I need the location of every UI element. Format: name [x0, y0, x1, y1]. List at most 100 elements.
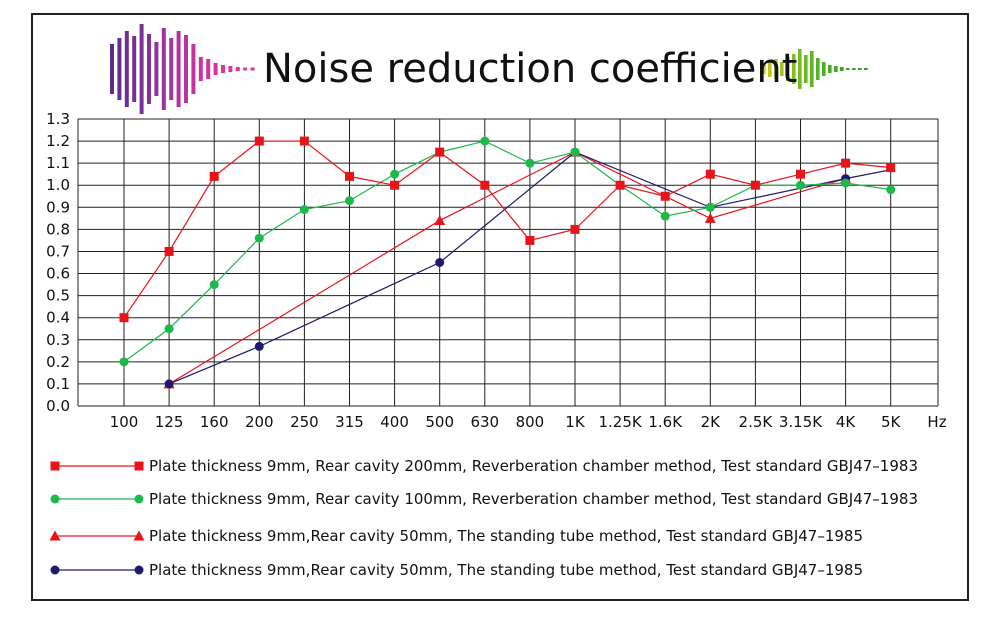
wave-bar: [780, 62, 784, 76]
data-point: [390, 169, 400, 179]
wave-bar: [816, 58, 820, 80]
data-point: [299, 136, 309, 146]
data-point: [164, 246, 174, 256]
x-tick-label: 250: [290, 413, 319, 431]
x-tick-label: 1K: [565, 413, 586, 431]
data-point: [164, 324, 174, 334]
y-tick-label: 1.1: [46, 154, 70, 172]
wave-bar: [176, 31, 181, 107]
data-point: [660, 211, 670, 221]
data-point: [886, 185, 896, 195]
legend-label: Plate thickness 9mm,Rear cavity 50mm, Th…: [149, 527, 863, 545]
data-point: [660, 191, 670, 201]
data-point: [796, 180, 805, 190]
x-tick-label: 100: [110, 413, 139, 431]
wave-bar: [792, 54, 796, 84]
y-tick-label: 0.5: [46, 287, 70, 305]
wave-bar: [139, 24, 144, 114]
data-point: [435, 258, 445, 267]
x-tick-label: 200: [245, 413, 274, 431]
x-tick-label: 125: [155, 413, 184, 431]
data-point: [750, 180, 760, 190]
wave-bar: [852, 68, 856, 70]
data-point: [254, 233, 264, 243]
x-tick-label: 400: [380, 413, 409, 431]
wave-bar: [117, 38, 122, 100]
wave-bar: [786, 57, 790, 81]
x-tick-label: 500: [425, 413, 454, 431]
chart-frame: [31, 13, 969, 601]
x-tick-label: 1.25K: [598, 413, 642, 431]
series-1: [119, 136, 896, 367]
data-point: [299, 205, 309, 215]
chart-title: Noise reduction coefficient: [263, 46, 797, 92]
data-point: [49, 530, 61, 541]
x-tick-label: 315: [335, 413, 364, 431]
legend-item: Plate thickness 9mm,Rear cavity 50mm, Th…: [49, 527, 863, 545]
y-tick-label: 0.2: [46, 353, 70, 371]
wave-bar: [798, 49, 802, 89]
y-tick-label: 1.2: [46, 132, 70, 150]
wave-bar: [132, 36, 137, 102]
data-point: [570, 147, 580, 157]
x-tick-label: 5K: [881, 413, 902, 431]
x-tick-label: 800: [516, 413, 545, 431]
series-line: [123, 140, 891, 319]
data-point: [134, 494, 144, 504]
data-point: [480, 136, 490, 146]
data-point: [119, 313, 129, 323]
data-point: [525, 235, 535, 245]
x-axis-label: Hz: [927, 413, 946, 431]
data-point: [345, 196, 354, 206]
data-point: [480, 180, 490, 190]
wave-bar: [228, 66, 233, 72]
wave-bar: [213, 63, 218, 75]
wave-bar: [191, 44, 196, 94]
wave-bar: [221, 65, 225, 73]
series-0: [119, 136, 896, 323]
wave-bar: [110, 44, 114, 94]
legend-item: Plate thickness 9mm, Rear cavity 100mm, …: [50, 490, 918, 508]
legend-label: Plate thickness 9mm,Rear cavity 50mm, Th…: [149, 561, 863, 579]
data-point: [209, 280, 219, 290]
data-point: [886, 163, 896, 173]
data-point: [796, 169, 805, 179]
y-tick-label: 1.0: [46, 176, 70, 194]
x-tick-label: 4K: [836, 413, 857, 431]
chart-legend: Plate thickness 9mm, Rear cavity 200mm, …: [49, 457, 918, 579]
legend-item: Plate thickness 9mm,Rear cavity 50mm, Th…: [50, 561, 863, 579]
data-point: [841, 158, 851, 168]
wave-bar: [774, 59, 778, 79]
y-tick-label: 0.4: [46, 309, 70, 327]
y-tick-label: 1.3: [46, 110, 70, 128]
chart-series: [119, 136, 896, 389]
wave-bar: [768, 61, 772, 77]
y-tick-label: 0.6: [46, 265, 70, 283]
series-line: [123, 140, 891, 363]
wave-bar: [828, 65, 832, 73]
data-point: [209, 171, 219, 181]
data-point: [525, 158, 535, 168]
wave-bar: [184, 35, 188, 103]
wave-bar: [243, 67, 248, 71]
series-line: [168, 151, 846, 385]
wave-bar: [846, 68, 850, 70]
data-point: [254, 136, 264, 146]
y-tick-label: 0.7: [46, 242, 70, 260]
data-point: [134, 461, 144, 471]
data-point: [134, 565, 144, 575]
data-point: [50, 494, 60, 504]
x-tick-label: 2K: [701, 413, 722, 431]
data-point: [434, 215, 446, 226]
wave-bar: [804, 55, 808, 83]
data-point: [704, 212, 716, 223]
data-point: [164, 379, 174, 389]
y-tick-label: 0.9: [46, 198, 70, 216]
legend-item: Plate thickness 9mm, Rear cavity 200mm, …: [50, 457, 918, 475]
data-point: [254, 341, 264, 351]
wave-bar: [864, 68, 868, 70]
wave-bar: [250, 67, 255, 71]
x-tick-label: 2.5K: [739, 413, 774, 431]
wave-bar: [840, 67, 844, 71]
